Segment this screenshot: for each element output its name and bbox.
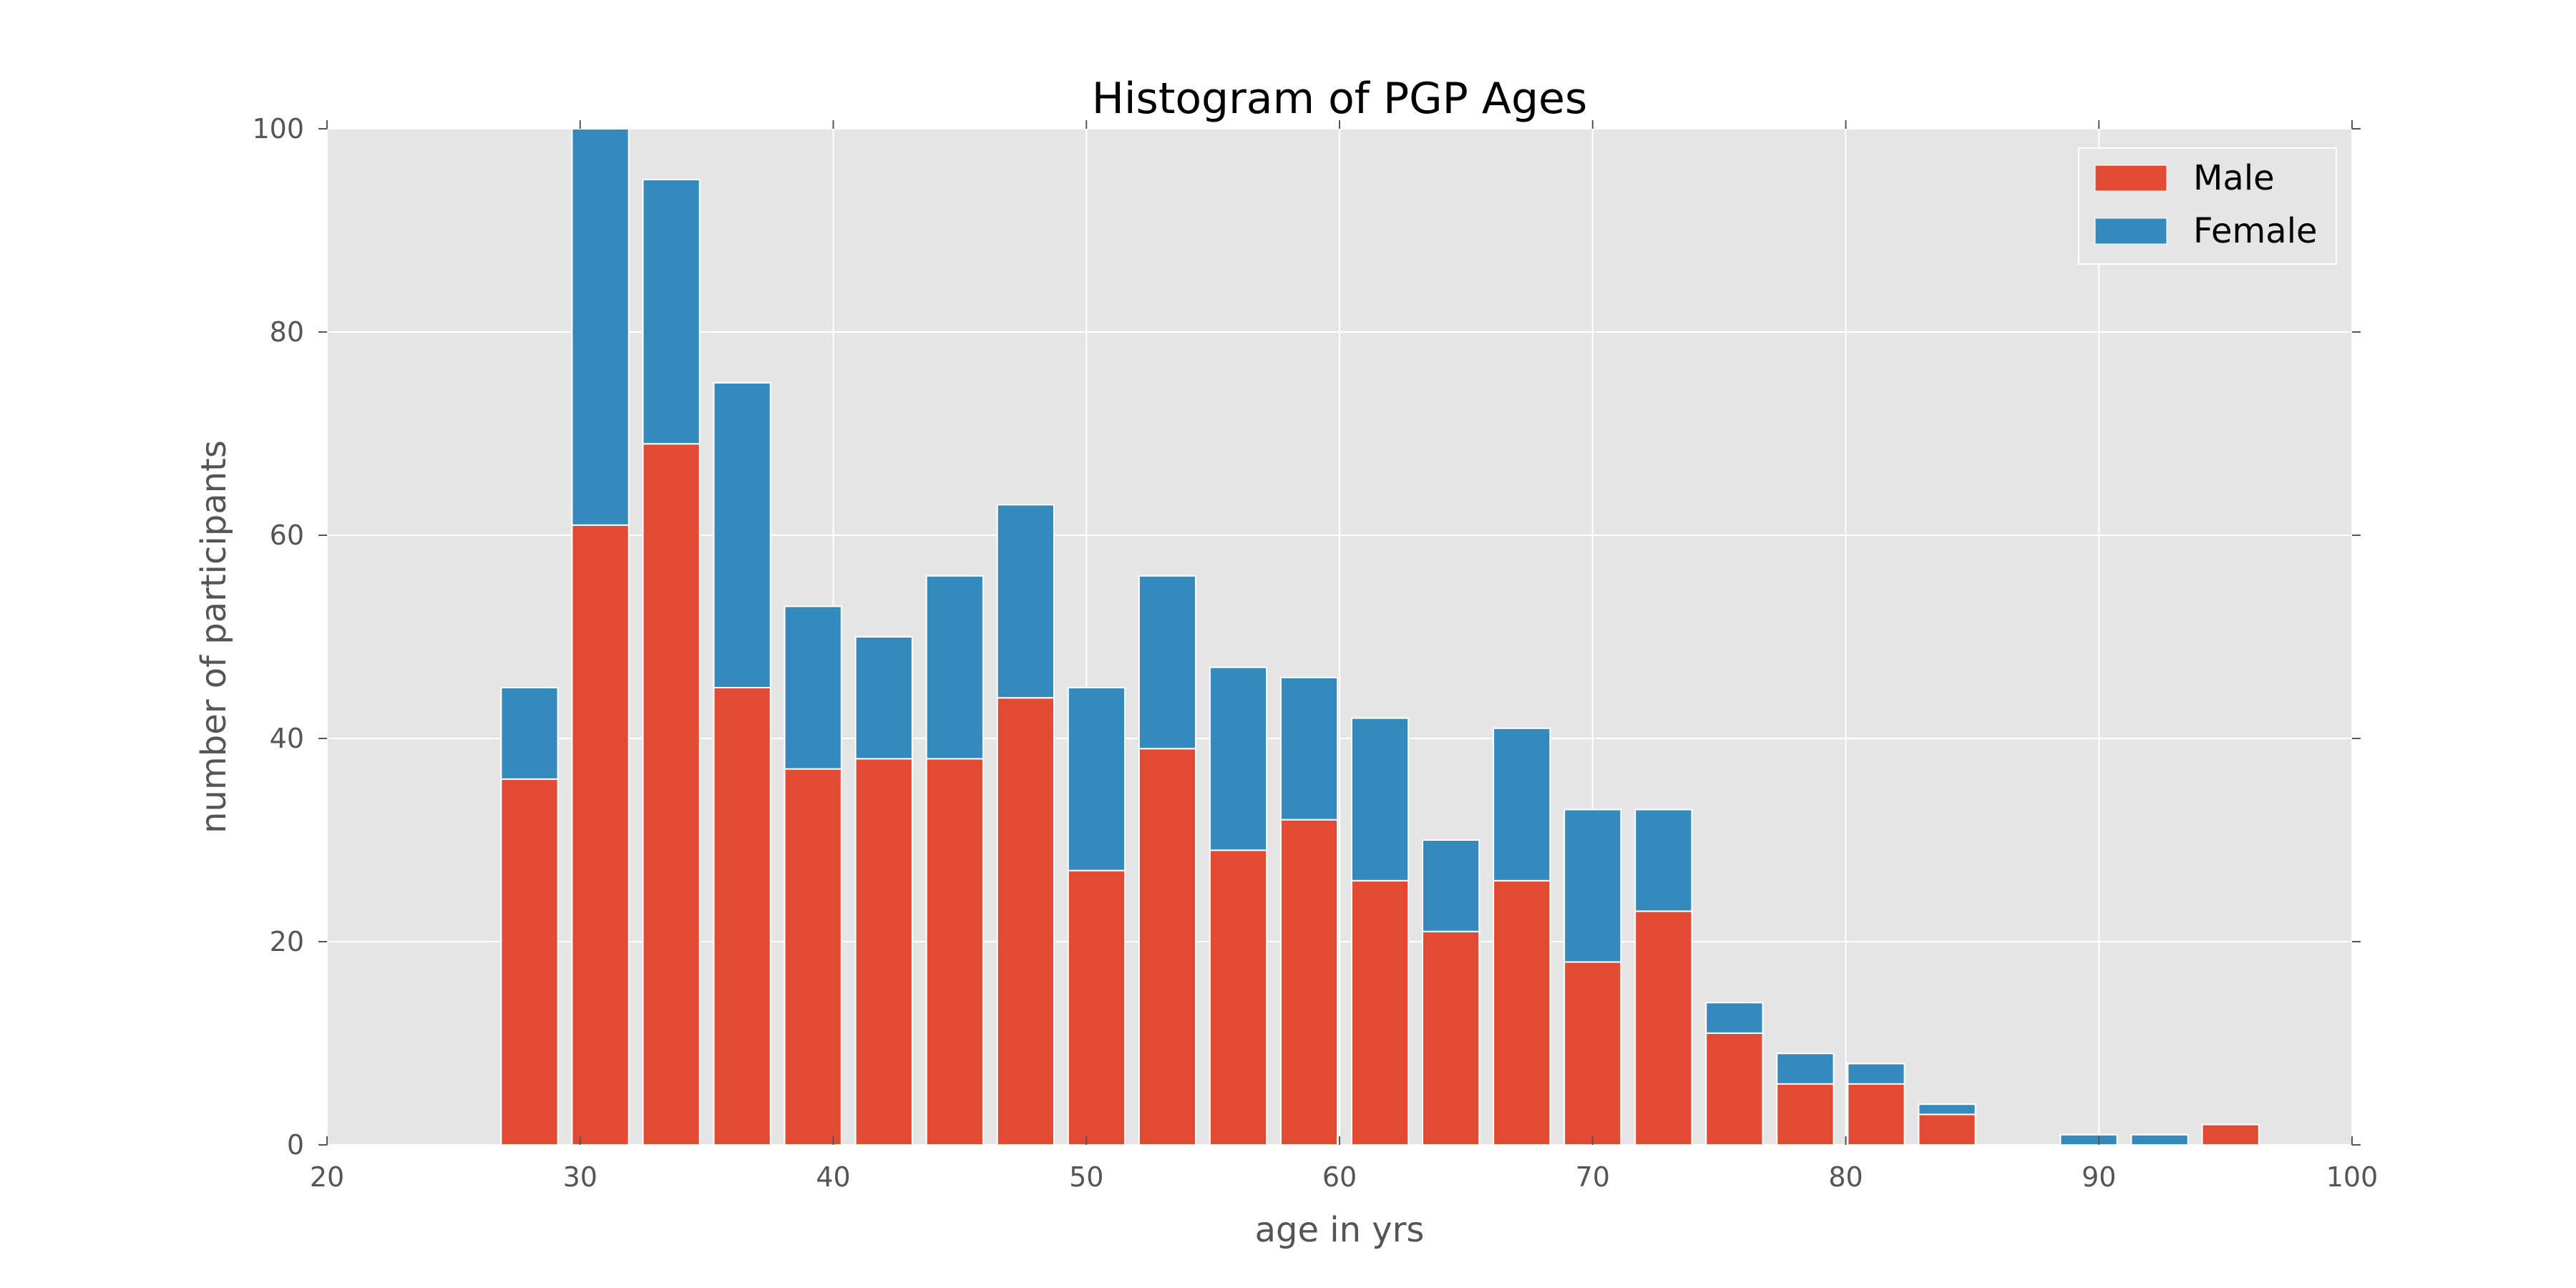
bar-female bbox=[1493, 727, 1551, 882]
bar-female bbox=[500, 687, 559, 780]
x-tick-label: 80 bbox=[1828, 1161, 1863, 1193]
x-tick-label: 40 bbox=[816, 1161, 850, 1193]
bar-male bbox=[996, 697, 1055, 1146]
x-tick-label: 90 bbox=[2082, 1161, 2116, 1193]
bar-female bbox=[2059, 1133, 2118, 1146]
bar-male bbox=[1138, 748, 1197, 1146]
bar-female bbox=[1563, 809, 1622, 963]
bar-male bbox=[1918, 1113, 1976, 1146]
bar-female bbox=[1634, 809, 1693, 912]
legend-swatch-male bbox=[2094, 165, 2167, 192]
bar-female bbox=[1279, 676, 1339, 821]
bar-female bbox=[1067, 687, 1126, 872]
bar-female bbox=[1209, 666, 1268, 852]
y-tick-label: 80 bbox=[270, 316, 304, 348]
bar-male bbox=[642, 443, 701, 1146]
bar-female bbox=[1705, 1002, 1764, 1034]
y-tick-label: 100 bbox=[252, 113, 304, 145]
x-tick-label: 60 bbox=[1322, 1161, 1357, 1193]
x-axis-label: age in yrs bbox=[1255, 1210, 1425, 1250]
bar-female bbox=[571, 128, 630, 526]
bar-female bbox=[854, 636, 913, 760]
y-tick-label: 60 bbox=[270, 519, 304, 551]
bar-male bbox=[500, 778, 559, 1146]
legend-label-female: Female bbox=[2193, 211, 2318, 251]
bar-female bbox=[1918, 1103, 1976, 1116]
bar-male bbox=[1847, 1083, 1906, 1146]
bar-female bbox=[1422, 839, 1480, 932]
bar-male bbox=[1634, 910, 1693, 1146]
x-tick-label: 20 bbox=[310, 1161, 344, 1193]
bar-male bbox=[854, 758, 913, 1146]
bar-male bbox=[1776, 1083, 1835, 1146]
bar-female bbox=[713, 382, 771, 688]
bar-female bbox=[1138, 575, 1197, 750]
bar-male bbox=[925, 758, 984, 1146]
bar-male bbox=[1209, 849, 1268, 1146]
bar-male bbox=[1279, 819, 1339, 1146]
bar-female bbox=[1847, 1063, 1906, 1085]
legend: Male Female bbox=[2078, 147, 2337, 265]
y-tick-label: 0 bbox=[287, 1129, 304, 1161]
bar-female bbox=[1350, 717, 1410, 882]
bar-male bbox=[1705, 1032, 1764, 1146]
y-axis-label: number of participants bbox=[194, 440, 234, 834]
y-tick-label: 40 bbox=[270, 723, 304, 754]
y-tick-label: 20 bbox=[270, 926, 304, 957]
x-tick-label: 100 bbox=[2326, 1161, 2379, 1193]
chart-title: Histogram of PGP Ages bbox=[1092, 74, 1587, 124]
legend-swatch-female bbox=[2094, 218, 2167, 245]
bar-male bbox=[1563, 961, 1622, 1146]
bars bbox=[500, 128, 2260, 1146]
bar-female bbox=[925, 575, 984, 760]
bar-female bbox=[996, 504, 1055, 699]
bar-female bbox=[784, 605, 842, 770]
bar-male bbox=[1067, 869, 1126, 1146]
x-tick-label: 50 bbox=[1069, 1161, 1103, 1193]
bar-male bbox=[1422, 930, 1480, 1146]
bar-male bbox=[571, 524, 630, 1146]
x-tick-label: 30 bbox=[563, 1161, 597, 1193]
bar-female bbox=[2130, 1133, 2189, 1146]
bar-male bbox=[2201, 1123, 2260, 1146]
bar-male bbox=[784, 768, 842, 1146]
bar-male bbox=[713, 687, 771, 1146]
bar-male bbox=[1493, 879, 1551, 1146]
legend-label-male: Male bbox=[2193, 158, 2275, 198]
x-tick-label: 70 bbox=[1576, 1161, 1610, 1193]
bar-female bbox=[642, 179, 701, 445]
bar-female bbox=[1776, 1053, 1835, 1085]
bar-male bbox=[1350, 879, 1410, 1146]
